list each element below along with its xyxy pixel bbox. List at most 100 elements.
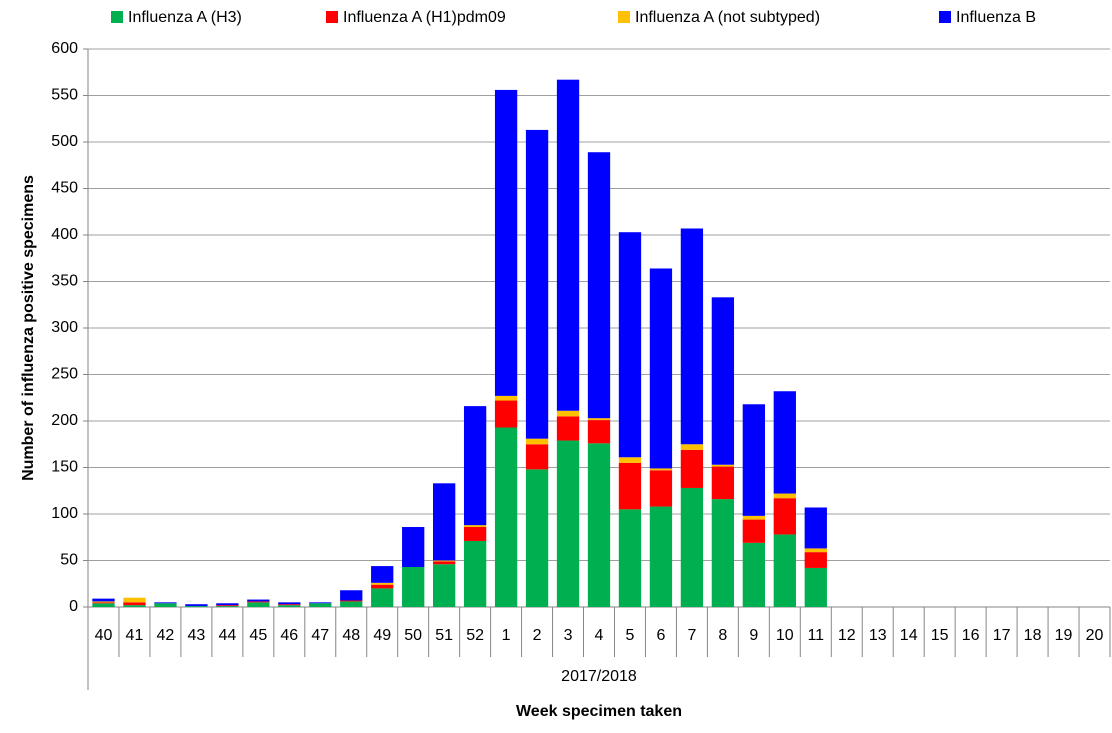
bar-segment xyxy=(711,499,735,607)
group-label: 2017/2018 xyxy=(561,668,637,685)
y-tick-label: 0 xyxy=(69,598,78,615)
bar-segment xyxy=(278,605,301,607)
bar-segment xyxy=(711,464,735,467)
bar-segment xyxy=(340,600,363,602)
bar-segment xyxy=(649,506,673,607)
x-tick-label: 43 xyxy=(187,627,205,644)
bar-segment xyxy=(525,129,549,439)
y-tick-label: 550 xyxy=(51,87,78,104)
x-axis-label: Week specimen taken xyxy=(516,703,682,720)
bar-segment xyxy=(309,602,332,604)
x-tick-label: 52 xyxy=(466,627,484,644)
bar-segment xyxy=(247,599,270,602)
bar-segment xyxy=(123,597,146,603)
x-tick-label: 44 xyxy=(218,627,236,644)
x-tick-label: 41 xyxy=(126,627,144,644)
bar-segment xyxy=(773,493,796,499)
bar-segment xyxy=(278,604,301,606)
x-tick-label: 20 xyxy=(1086,627,1104,644)
x-tick-label: 5 xyxy=(626,627,635,644)
x-tick-label: 51 xyxy=(435,627,453,644)
bar-segment xyxy=(123,602,146,606)
y-tick-label: 50 xyxy=(60,552,78,569)
bar-segment xyxy=(742,515,765,520)
bar-segment xyxy=(773,534,796,607)
bar-segment xyxy=(433,560,456,562)
bar-segment xyxy=(587,420,611,444)
bar-segment xyxy=(680,228,704,445)
bar-segment xyxy=(680,487,704,607)
bar-segment xyxy=(123,605,146,607)
bar-segment xyxy=(402,567,425,607)
bar-segment xyxy=(433,561,456,565)
bar-segment xyxy=(618,232,642,458)
x-tick-label: 18 xyxy=(1024,627,1042,644)
bar-segment xyxy=(216,606,239,607)
bar-segment xyxy=(185,606,208,607)
x-tick-label: 15 xyxy=(931,627,949,644)
bar-segment xyxy=(556,440,580,607)
bar-segment xyxy=(402,527,425,568)
y-tick-label: 350 xyxy=(51,273,78,290)
bar-segment xyxy=(711,466,735,500)
y-tick-label: 150 xyxy=(51,459,78,476)
bar-segment xyxy=(154,603,177,607)
x-tick-label: 9 xyxy=(749,627,758,644)
x-tick-label: 47 xyxy=(311,627,329,644)
x-tick-label: 13 xyxy=(869,627,887,644)
x-tick-label: 48 xyxy=(342,627,360,644)
y-tick-label: 450 xyxy=(51,180,78,197)
bar-segment xyxy=(618,462,642,510)
bar-segment xyxy=(216,603,239,606)
x-tick-label: 7 xyxy=(687,627,696,644)
bar-segment xyxy=(433,483,456,561)
bar-segment xyxy=(247,602,270,607)
bar-segment xyxy=(494,400,518,428)
bar-segment xyxy=(556,79,580,411)
x-tick-label: 16 xyxy=(962,627,980,644)
bar-segment xyxy=(587,152,611,419)
bar-segment xyxy=(556,416,580,441)
bar-segment xyxy=(804,507,827,549)
bar-segment xyxy=(587,443,611,607)
bar-segment xyxy=(340,601,363,607)
x-tick-label: 8 xyxy=(718,627,727,644)
x-tick-label: 1 xyxy=(502,627,511,644)
bar-segment xyxy=(587,418,611,421)
bar-segment xyxy=(92,602,115,604)
bar-segment xyxy=(804,567,827,607)
x-tick-label: 19 xyxy=(1055,627,1073,644)
x-tick-label: 3 xyxy=(564,627,573,644)
x-tick-label: 46 xyxy=(280,627,298,644)
x-tick-label: 12 xyxy=(838,627,856,644)
bar-segment xyxy=(773,498,796,535)
x-tick-label: 2 xyxy=(533,627,542,644)
x-tick-label: 50 xyxy=(404,627,422,644)
bar-segment xyxy=(773,391,796,494)
y-axis-label: Number of influenza positive specimens xyxy=(20,175,37,481)
y-tick-label: 600 xyxy=(51,40,78,57)
bar-segment xyxy=(494,427,518,607)
legend-swatch xyxy=(618,11,630,23)
y-tick-label: 200 xyxy=(51,412,78,429)
bar-segment xyxy=(680,444,704,450)
bar-segment xyxy=(371,584,394,589)
bar-segment xyxy=(556,410,580,417)
bar-segment xyxy=(649,468,673,471)
legend-label: Influenza A (not subtyped) xyxy=(635,9,820,26)
bar-segment xyxy=(742,542,765,607)
bar-segment xyxy=(525,438,549,445)
bar-segment xyxy=(463,525,487,528)
bar-segment xyxy=(185,604,208,607)
bar-segment xyxy=(711,297,735,465)
bar-segment xyxy=(649,268,673,469)
bar-segment xyxy=(804,552,827,568)
bar-segment xyxy=(371,582,394,585)
legend-swatch xyxy=(326,11,338,23)
bar-segment xyxy=(340,590,363,601)
x-tick-label: 6 xyxy=(656,627,665,644)
bar-segment xyxy=(92,601,115,603)
bar-segment xyxy=(216,605,239,607)
bar-segment xyxy=(680,449,704,488)
